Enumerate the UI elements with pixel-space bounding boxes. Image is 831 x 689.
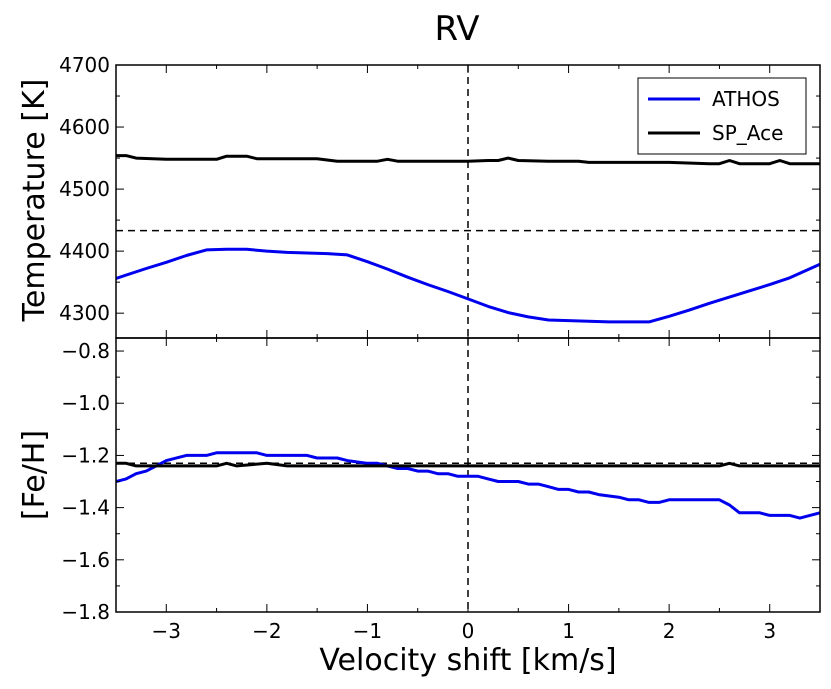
- chart-title: RV: [434, 9, 479, 49]
- legend-athos-label: ATHOS: [712, 87, 780, 111]
- x-tick-label: 1: [562, 619, 575, 643]
- metallicity-ytick-label: −1.8: [61, 600, 110, 624]
- legend: ATHOS SP_Ace: [637, 77, 807, 155]
- metallicity-ytick-label: −1.4: [61, 496, 110, 520]
- x-tick-label: 2: [663, 619, 676, 643]
- temperature-ytick-label: 4600: [59, 115, 110, 139]
- metallicity-ytick-label: −1.6: [61, 548, 110, 572]
- x-axis-label: Velocity shift [km/s]: [319, 643, 616, 678]
- metallicity-ytick-label: −1.0: [61, 391, 110, 415]
- metallicity-y-axis-label: [Fe/H]: [17, 430, 52, 520]
- temperature-series-athos: [116, 247, 820, 324]
- temperature-ytick-label: 4500: [59, 177, 110, 201]
- legend-space-label: SP_Ace: [712, 121, 783, 145]
- x-tick-label: 3: [763, 619, 776, 643]
- temperature-panel: 4300 4400 4500 4600 4700: [59, 53, 821, 339]
- temperature-ytick-label: 4700: [59, 53, 110, 77]
- temperature-series-sp-ace: [116, 154, 820, 166]
- temperature-ytick-label: 4400: [59, 239, 110, 263]
- x-tick-label: −3: [152, 619, 181, 643]
- temperature-ytick-label: 4300: [59, 301, 110, 325]
- metallicity-series-sp-ace: [116, 461, 820, 468]
- x-tick-label: −1: [353, 619, 382, 643]
- metallicity-ytick-label: −0.8: [61, 339, 110, 363]
- metallicity-panel: −1.8 −1.6 −1.4 −1.2 −1.0 −0.8 −3 −2 −1 0 1 2 3: [61, 337, 821, 643]
- metallicity-series-athos: [116, 451, 820, 520]
- metallicity-ytick-label: −1.2: [61, 443, 110, 467]
- legend-box: [637, 77, 807, 155]
- x-tick-label: 0: [462, 619, 475, 643]
- x-tick-label: −2: [252, 619, 281, 643]
- temperature-y-axis-label: Temperature [K]: [17, 79, 52, 323]
- temperature-plot-area: [116, 65, 820, 338]
- metallicity-plot-area: [116, 338, 820, 612]
